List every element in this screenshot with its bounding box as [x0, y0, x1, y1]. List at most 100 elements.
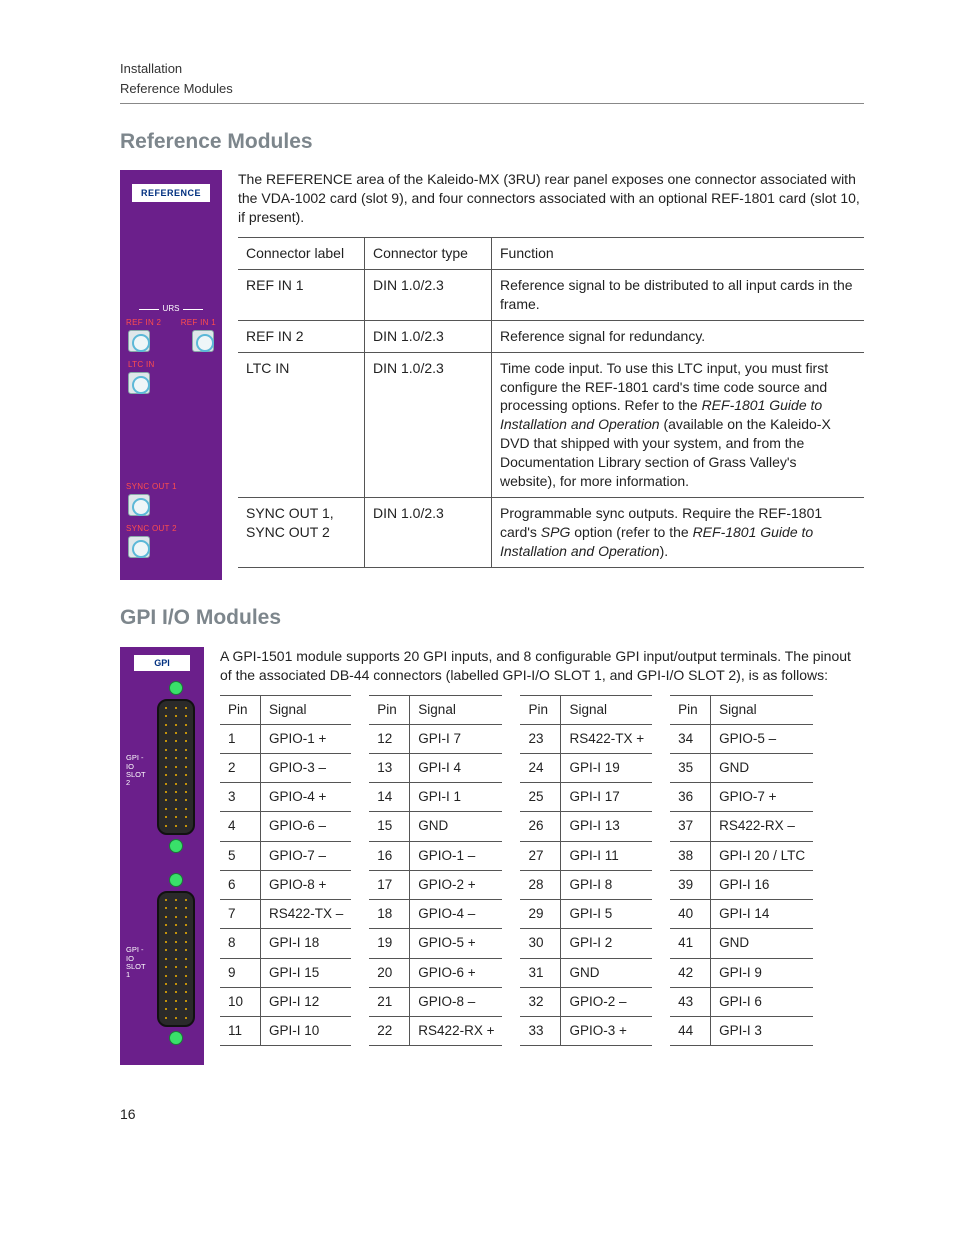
pin-number: 39: [670, 870, 711, 899]
pins-row: 11GPI-I 10: [220, 1016, 351, 1045]
gpi-section: GPI GPI - IO SLOT 2 GPI - IO SLOT 1: [120, 647, 864, 1065]
pin-signal: GPI-I 19: [561, 754, 652, 783]
pin-number: 33: [520, 1016, 561, 1045]
ref-intro: The REFERENCE area of the Kaleido-MX (3R…: [238, 170, 864, 227]
refin2-label: REF IN 2: [126, 318, 161, 329]
pins-row: 39GPI-I 16: [670, 870, 813, 899]
pin-signal: GPI-I 9: [711, 958, 814, 987]
pin-number: 41: [670, 929, 711, 958]
pin-number: 4: [220, 812, 261, 841]
pins-row: 36GPIO-7 +: [670, 783, 813, 812]
pin-signal: RS422-RX –: [711, 812, 814, 841]
pin-number: 16: [369, 841, 410, 870]
th-type: Connector type: [365, 238, 492, 270]
refin2-connector: [128, 330, 150, 352]
cell-label: REF IN 2: [238, 320, 365, 352]
pin-number: 23: [520, 724, 561, 753]
pin-signal: GPI-I 1: [410, 783, 503, 812]
cell-label: SYNC OUT 1, SYNC OUT 2: [238, 497, 365, 567]
pin-signal: GPIO-3 +: [561, 1016, 652, 1045]
ref-section: REFERENCE URS REF IN 2 REF IN 1 LTC IN S…: [120, 170, 864, 580]
pins-row: 7RS422-TX –: [220, 900, 351, 929]
db44-slot2: [148, 677, 204, 857]
pin-signal: GPIO-1 +: [261, 724, 352, 753]
screw-icon: [169, 681, 183, 695]
pin-number: 9: [220, 958, 261, 987]
db44-slot1: [148, 869, 204, 1049]
pins-row: 25GPI-I 17: [520, 783, 652, 812]
pin-signal: GPIO-4 –: [410, 900, 503, 929]
pin-number: 31: [520, 958, 561, 987]
screw-icon: [169, 1031, 183, 1045]
pins-row: 5GPIO-7 –: [220, 841, 351, 870]
pins-row: 29GPI-I 5: [520, 900, 652, 929]
syncout1-label: SYNC OUT 1: [126, 482, 177, 493]
pins-row: 13GPI-I 4: [369, 754, 502, 783]
pins-row: 37RS422-RX –: [670, 812, 813, 841]
cell-type: DIN 1.0/2.3: [365, 320, 492, 352]
pin-number: 26: [520, 812, 561, 841]
pins-row: 41GND: [670, 929, 813, 958]
pins-row: 19GPIO-5 +: [369, 929, 502, 958]
reference-panel-diagram: REFERENCE URS REF IN 2 REF IN 1 LTC IN S…: [120, 170, 222, 580]
pins-th: Pin: [670, 695, 711, 724]
pin-number: 43: [670, 987, 711, 1016]
pin-number: 32: [520, 987, 561, 1016]
pin-signal: GPI-I 12: [261, 987, 352, 1016]
pin-number: 2: [220, 754, 261, 783]
cell-func: Programmable sync outputs. Require the R…: [492, 497, 865, 567]
pin-signal: GPIO-5 +: [410, 929, 503, 958]
pin-signal: GPI-I 4: [410, 754, 503, 783]
gpi-slot2-label: GPI - IO SLOT 2: [120, 754, 148, 787]
pins-row: 9GPI-I 15: [220, 958, 351, 987]
pin-number: 25: [520, 783, 561, 812]
pin-number: 28: [520, 870, 561, 899]
pin-signal: GPI-I 13: [561, 812, 652, 841]
pins-row: 42GPI-I 9: [670, 958, 813, 987]
pins-row: 8GPI-I 18: [220, 929, 351, 958]
th-func: Function: [492, 238, 865, 270]
pin-signal: GPI-I 20 / LTC: [711, 841, 814, 870]
pins-row: 17GPIO-2 +: [369, 870, 502, 899]
syncout1-connector: [128, 494, 150, 516]
db44-shell: [157, 891, 195, 1027]
pins-row: 28GPI-I 8: [520, 870, 652, 899]
pins-row: 27GPI-I 11: [520, 841, 652, 870]
func-mid: option (refer to the: [570, 524, 692, 540]
pins-row: 33GPIO-3 +: [520, 1016, 652, 1045]
header-line-2: Reference Modules: [120, 80, 864, 98]
pin-number: 36: [670, 783, 711, 812]
pin-number: 29: [520, 900, 561, 929]
pins-table: PinSignal12GPI-I 713GPI-I 414GPI-I 115GN…: [369, 695, 502, 1047]
pins-row: 14GPI-I 1: [369, 783, 502, 812]
pins-row: 40GPI-I 14: [670, 900, 813, 929]
header-line-1: Installation: [120, 60, 864, 78]
pin-number: 13: [369, 754, 410, 783]
pin-number: 24: [520, 754, 561, 783]
pin-number: 34: [670, 724, 711, 753]
pin-number: 27: [520, 841, 561, 870]
pin-signal: GND: [561, 958, 652, 987]
pin-number: 44: [670, 1016, 711, 1045]
pin-number: 5: [220, 841, 261, 870]
pins-row: 16GPIO-1 –: [369, 841, 502, 870]
pins-th: Signal: [410, 695, 503, 724]
pin-signal: RS422-TX +: [561, 724, 652, 753]
ltcin-label: LTC IN: [128, 360, 155, 371]
pins-row: 38GPI-I 20 / LTC: [670, 841, 813, 870]
pin-number: 19: [369, 929, 410, 958]
pin-signal: GPI-I 14: [711, 900, 814, 929]
pin-number: 14: [369, 783, 410, 812]
pin-number: 6: [220, 870, 261, 899]
pin-signal: GPI-I 5: [561, 900, 652, 929]
ref-heading: Reference Modules: [120, 128, 864, 156]
pins-th: Pin: [369, 695, 410, 724]
pin-number: 11: [220, 1016, 261, 1045]
gpi-slot1-label: GPI - IO SLOT 1: [120, 946, 148, 979]
slot-label-b: SLOT 1: [126, 962, 145, 979]
pins-row: 31GND: [520, 958, 652, 987]
pinout-tables: PinSignal1GPIO-1 +2GPIO-3 –3GPIO-4 +4GPI…: [220, 695, 864, 1047]
pin-signal: GPI-I 8: [561, 870, 652, 899]
pin-signal: GPI-I 18: [261, 929, 352, 958]
pin-signal: GPIO-7 +: [711, 783, 814, 812]
